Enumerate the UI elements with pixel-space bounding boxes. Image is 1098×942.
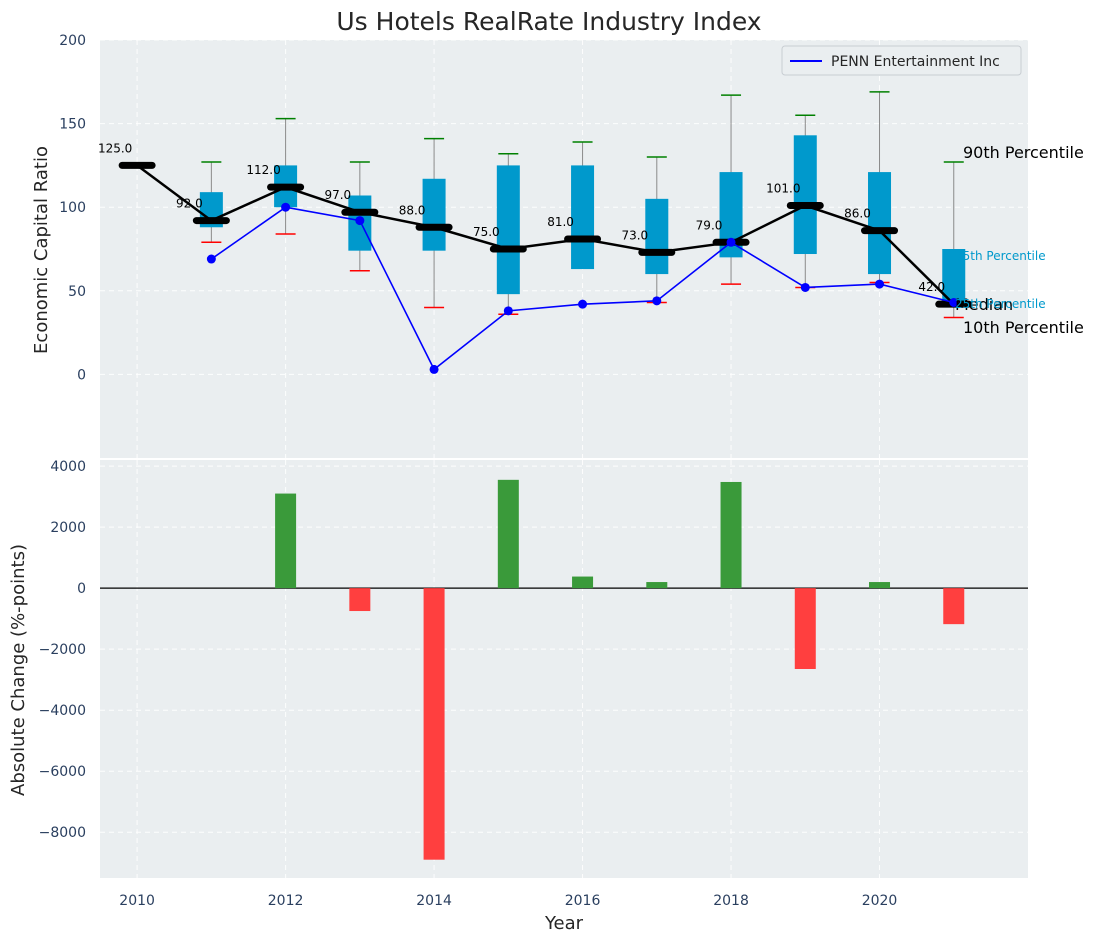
median-value-label: 125.0 <box>98 141 132 155</box>
change-bar <box>943 588 965 625</box>
iqr-box <box>571 165 595 270</box>
median-value-label: 73.0 <box>621 228 648 242</box>
iqr-box <box>868 172 892 275</box>
bottom-marks <box>100 479 1028 860</box>
annotation-75th: 75th Percentile <box>955 249 1046 263</box>
x-tick-label: 2010 <box>119 893 155 909</box>
percentile-annotations: 90th Percentile 75th Percentile Median 2… <box>955 143 1084 337</box>
median-value-label: 79.0 <box>696 218 723 232</box>
bottom-y-tick-label: 2000 <box>50 520 86 536</box>
top-y-tick-label: 100 <box>59 200 86 216</box>
annotation-median: Median <box>955 295 1013 314</box>
x-tick-label: 2012 <box>268 893 304 909</box>
company-point <box>281 202 291 212</box>
bottom-y-tick-label: 4000 <box>50 459 86 475</box>
annotation-25th: 25th Percentile <box>955 297 1046 311</box>
change-bar <box>572 576 594 589</box>
iqr-box <box>719 172 743 258</box>
top-y-tick-label: 200 <box>59 33 86 49</box>
median-value-label: 86.0 <box>844 207 871 221</box>
x-tick-label: 2016 <box>565 893 601 909</box>
median-value-label: 88.0 <box>399 203 426 217</box>
company-point <box>875 279 885 289</box>
bottom-y-tick-label: −8000 <box>39 825 86 841</box>
company-point <box>206 254 216 264</box>
bottom-y-ticks: −8000 −6000 −4000 −2000 0 2000 4000 <box>39 459 86 841</box>
median-value-label: 81.0 <box>547 215 574 229</box>
x-tick-label: 2014 <box>416 893 452 909</box>
company-point <box>503 306 513 316</box>
iqr-box <box>422 178 446 251</box>
median-value-label: 97.0 <box>324 188 351 202</box>
median-value-label: 92.0 <box>176 197 203 211</box>
median-value-label: 112.0 <box>246 163 280 177</box>
change-bar <box>497 479 519 589</box>
change-bar <box>275 493 297 589</box>
bottom-y-tick-label: −4000 <box>39 703 86 719</box>
bottom-y-axis-label: Absolute Change (%-points) <box>8 544 29 796</box>
change-bar <box>646 582 668 589</box>
change-bar <box>794 588 816 669</box>
bottom-y-tick-label: −6000 <box>39 764 86 780</box>
top-y-axis-label: Economic Capital Ratio <box>31 146 52 354</box>
company-point <box>429 364 439 374</box>
top-marks: 125.0 92.0 112.0 97.0 88.0 75.0 81.0 73.0 79.0 10… <box>98 91 973 374</box>
change-bar <box>720 481 742 589</box>
iqr-box <box>496 165 520 295</box>
median-value-label: 101.0 <box>766 182 800 196</box>
x-tick-label: 2020 <box>862 893 898 909</box>
legend-box <box>781 45 1022 76</box>
median-line <box>136 164 955 306</box>
company-point <box>949 298 959 308</box>
median-value-label: 75.0 <box>473 225 500 239</box>
legend: PENN Entertainment Inc <box>781 45 1022 76</box>
company-point <box>726 237 736 247</box>
change-bar <box>869 582 891 589</box>
change-bar <box>423 588 445 860</box>
bottom-y-tick-label: 0 <box>77 581 86 597</box>
top-y-tick-label: 150 <box>59 117 86 133</box>
annotation-10th: 10th Percentile <box>963 318 1084 337</box>
top-y-tick-label: 50 <box>68 284 86 300</box>
change-bar <box>349 588 371 612</box>
iqr-box <box>793 135 817 255</box>
median-value-label: 42.0 <box>918 280 945 294</box>
company-point <box>652 296 662 306</box>
x-ticks: 2010 2012 2014 2016 2018 2020 <box>119 893 897 909</box>
x-tick-label: 2018 <box>713 893 749 909</box>
chart-title: Us Hotels RealRate Industry Index <box>336 7 761 36</box>
iqr-box <box>942 249 966 308</box>
company-point <box>800 282 810 292</box>
legend-label: PENN Entertainment Inc <box>831 54 1000 70</box>
x-axis-label: Year <box>544 913 584 934</box>
company-point <box>578 299 588 309</box>
iqr-box <box>645 198 669 275</box>
top-y-tick-label: 0 <box>77 367 86 383</box>
company-point <box>355 216 365 226</box>
bottom-plot-background <box>100 460 1028 878</box>
top-y-ticks: 0 50 100 150 200 <box>59 33 86 383</box>
annotation-90th: 90th Percentile <box>963 143 1084 162</box>
bottom-y-tick-label: −2000 <box>39 642 86 658</box>
